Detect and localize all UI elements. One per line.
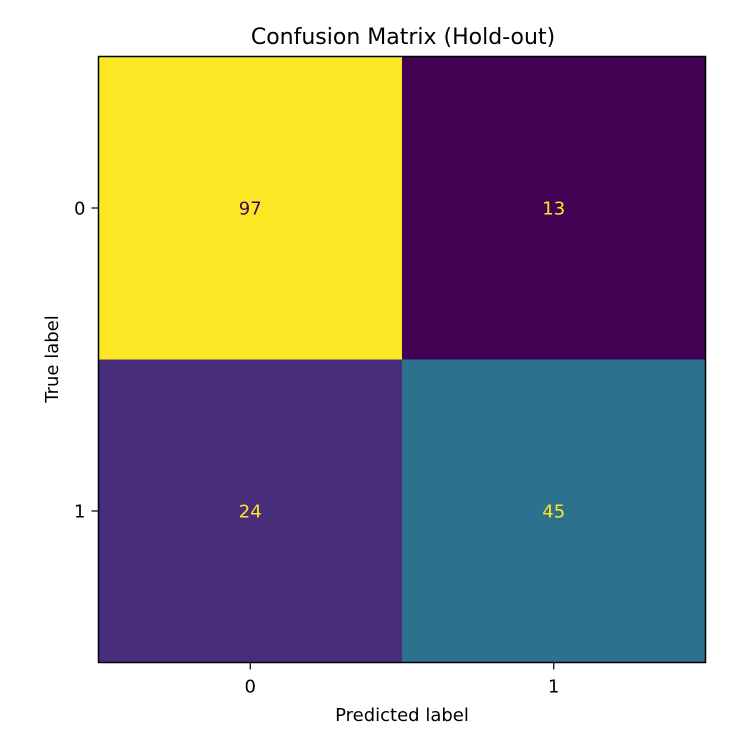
chart-title: Confusion Matrix (Hold-out): [251, 25, 555, 50]
x-tick-label: 1: [548, 677, 559, 698]
x-tick-label: 0: [245, 677, 256, 698]
cell-value-label: 24: [239, 502, 262, 523]
y-tick-label: 1: [74, 502, 85, 523]
y-tick-label: 0: [74, 199, 85, 220]
cell-value-label: 97: [239, 199, 262, 220]
plot-frame: [97, 55, 707, 664]
heatmap-cells: [98, 56, 706, 663]
heatmap-cell-r0-c0: [98, 56, 402, 360]
x-axis-label: Predicted label: [335, 705, 469, 726]
y-axis-ticks: 01: [74, 199, 99, 523]
heatmap-cell-r1-c0: [98, 359, 402, 663]
cell-value-labels: 97 13 24 45: [239, 199, 565, 523]
y-axis-label: True label: [42, 315, 63, 404]
heatmap-cell-r0-c1: [402, 56, 706, 360]
heatmap-cell-r1-c1: [402, 359, 706, 663]
cell-value-label: 45: [542, 502, 565, 523]
cell-value-label: 13: [542, 199, 565, 220]
